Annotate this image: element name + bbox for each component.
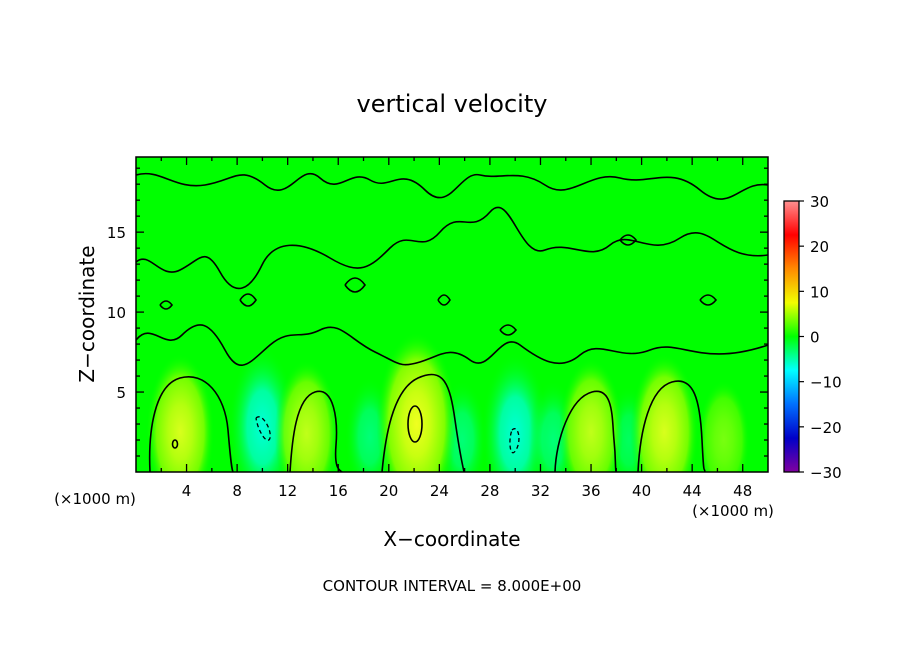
contour-updraft-1 bbox=[148, 376, 234, 472]
contour-zero-upper bbox=[136, 172, 768, 200]
contour-small-4 bbox=[619, 234, 638, 246]
y-axis-ticks bbox=[136, 167, 768, 457]
x-unit-label: (×1000 m) bbox=[692, 502, 774, 520]
y-tick-label: 5 bbox=[116, 384, 126, 402]
updraft-cell-3 bbox=[376, 332, 457, 472]
colorbar-tick-label: −20 bbox=[810, 419, 842, 437]
contour-updraft-core bbox=[407, 405, 423, 443]
contour-zero-mid bbox=[136, 206, 768, 290]
contour-negative-2 bbox=[509, 428, 520, 454]
contour-lines bbox=[136, 172, 768, 472]
colorbar-tick-label: 30 bbox=[810, 193, 829, 211]
updraft-cell-2 bbox=[274, 360, 339, 472]
contour-updraft-4 bbox=[554, 390, 617, 472]
contour-small-2 bbox=[344, 277, 366, 293]
x-tick-label: 44 bbox=[683, 482, 702, 500]
contour-updraft-5 bbox=[637, 380, 706, 472]
colorbar-tick-label: 20 bbox=[810, 238, 829, 256]
y-axis-label: Z−coordinate bbox=[75, 245, 99, 382]
colorbar-tick-label: −10 bbox=[810, 374, 842, 392]
contour-negative-1 bbox=[255, 416, 271, 441]
x-tick-label: 24 bbox=[430, 482, 449, 500]
velocity-field bbox=[146, 332, 750, 472]
contour-small-3 bbox=[499, 324, 518, 336]
contour-small-1 bbox=[239, 293, 257, 307]
colorbar-ticks bbox=[799, 200, 804, 473]
x-tick-label: 40 bbox=[632, 482, 651, 500]
updraft-cell-1 bbox=[146, 353, 215, 472]
x-tick-label: 32 bbox=[531, 482, 550, 500]
contour-small-core bbox=[171, 439, 179, 449]
x-tick-label: 36 bbox=[581, 482, 600, 500]
updraft-cell-4 bbox=[559, 358, 624, 472]
plot-frame bbox=[135, 156, 769, 473]
chart-title: vertical velocity bbox=[357, 90, 548, 118]
contour-zero-lower bbox=[136, 324, 768, 366]
x-axis-tick-labels: 4 8 12 16 20 24 28 32 36 40 44 48 bbox=[182, 482, 752, 500]
x-tick-label: 20 bbox=[379, 482, 398, 500]
x-tick-label: 16 bbox=[329, 482, 348, 500]
z-unit-label: (×1000 m) bbox=[54, 490, 136, 508]
y-tick-label: 15 bbox=[107, 224, 126, 242]
colorbar-tick-labels: 30 20 10 0 −10 −20 −30 bbox=[810, 193, 842, 482]
x-tick-label: 4 bbox=[182, 482, 192, 500]
colorbar-tick-label: −30 bbox=[810, 464, 842, 482]
x-axis-ticks bbox=[160, 157, 744, 472]
y-axis-tick-labels: 5 10 15 bbox=[107, 224, 126, 402]
contour-updraft-2 bbox=[289, 390, 343, 472]
x-tick-label: 28 bbox=[480, 482, 499, 500]
contour-small-5 bbox=[699, 294, 718, 306]
x-tick-label: 12 bbox=[278, 482, 297, 500]
colorbar: 30 20 10 0 −10 −20 −30 bbox=[783, 193, 842, 482]
colorbar-tick-label: 0 bbox=[810, 329, 820, 347]
contour-updraft-3 bbox=[381, 373, 465, 472]
contour-small-7 bbox=[437, 294, 451, 306]
updraft-cell-5 bbox=[630, 353, 699, 472]
contour-interval-label: CONTOUR INTERVAL = 8.000E+00 bbox=[323, 577, 582, 595]
x-tick-label: 48 bbox=[733, 482, 752, 500]
contour-small-6 bbox=[159, 300, 174, 310]
colorbar-tick-label: 10 bbox=[810, 283, 829, 301]
colorbar-ramp bbox=[783, 200, 800, 473]
y-tick-label: 10 bbox=[107, 304, 126, 322]
updraft-cell-6 bbox=[697, 380, 750, 472]
x-tick-label: 8 bbox=[232, 482, 242, 500]
x-axis-label: X−coordinate bbox=[383, 527, 520, 551]
